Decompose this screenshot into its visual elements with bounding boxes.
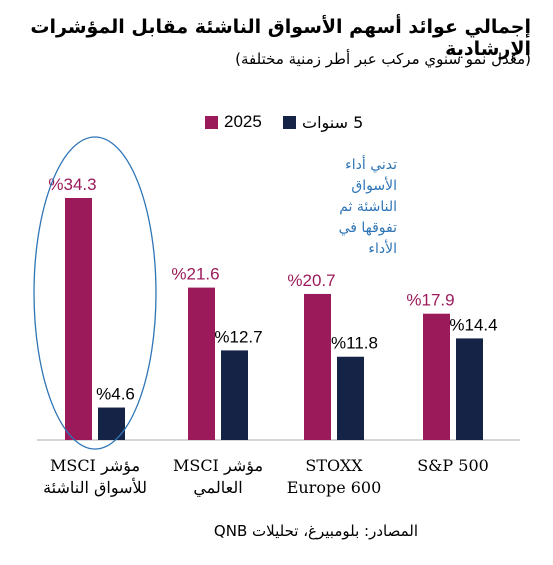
data-label-5-years-1: %12.7 (214, 327, 262, 346)
source-note: المصادر: بلومبيرغ، تحليلات QNB (213, 522, 418, 540)
bar-5-years-2 (337, 356, 364, 440)
data-label-2025-2: %20.7 (287, 271, 335, 290)
bar-2025-1 (188, 287, 215, 440)
bar-5-years-1 (221, 350, 248, 440)
category-label-2-line-1: Europe 600 (287, 478, 382, 497)
legend-swatch-5-years (283, 115, 296, 129)
category-label-1-line-0: مؤشر MSCI (173, 456, 263, 475)
data-label-2025-0: %34.3 (48, 175, 96, 194)
legend-swatch-2025 (205, 115, 218, 129)
data-label-2025-3: %17.9 (406, 291, 454, 310)
bar-2025-2 (304, 293, 331, 440)
bar-5-years-3 (456, 338, 483, 440)
legend: 2025 5 سنوات (205, 110, 405, 134)
highlight-ellipse (33, 136, 157, 450)
data-label-5-years-0: %4.6 (96, 385, 135, 404)
legend-label-5-years: 5 سنوات (302, 112, 364, 132)
chart-subtitle: (معدل نمو سنوي مركب عبر أطر زمنية مختلفة… (235, 50, 531, 68)
legend-label-2025: 2025 (224, 112, 262, 131)
category-label-0-line-0: مؤشر MSCI (50, 456, 140, 475)
category-label-2-line-0: STOXX (305, 456, 363, 475)
bar-2025-0 (65, 197, 92, 440)
chart-title: إجمالي عوائد أسهم الأسواق الناشئة مقابل … (30, 16, 531, 60)
legend-item-5-years: 5 سنوات (283, 110, 363, 134)
data-label-5-years-2: %11.8 (331, 334, 378, 353)
category-label-0-line-1: للأسواق الناشئة (43, 478, 147, 497)
bar-2025-3 (423, 313, 450, 440)
category-label-1-line-1: العالمي (193, 478, 242, 497)
category-label-3-line-0: S&P 500 (417, 456, 489, 475)
data-label-5-years-3: %14.4 (449, 315, 497, 334)
data-label-2025-1: %21.6 (171, 265, 219, 284)
legend-item-2025: 2025 (205, 110, 262, 134)
annotation-text: تدني أداء الأسواق الناشئة ثم تفوقها في ا… (338, 157, 397, 257)
